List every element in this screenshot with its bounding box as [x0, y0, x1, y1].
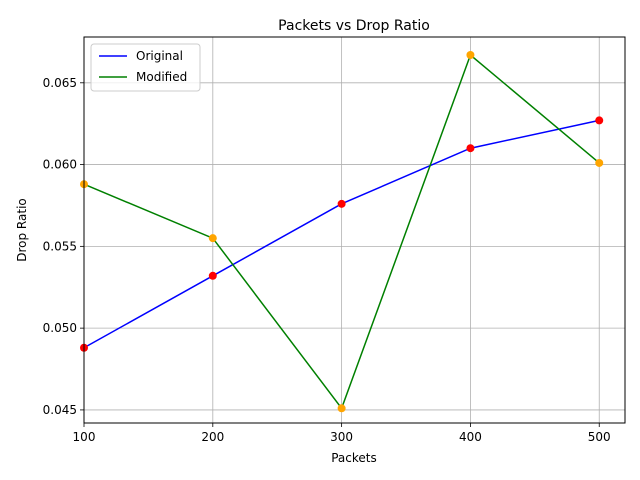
data-point-original [337, 199, 346, 208]
plot-frame [83, 36, 626, 424]
chart-title: Packets vs Drop Ratio [278, 18, 430, 34]
x-axis-ticks: 100 200 300 400 500 [73, 423, 611, 444]
legend: Original Modified [90, 43, 201, 92]
data-point-modified [208, 234, 217, 243]
grid [83, 37, 625, 423]
data-point-modified [466, 50, 475, 59]
y-tick-label: 0.055 [43, 239, 77, 253]
y-axis-ticks: 0.045 0.050 0.055 0.060 0.065 [43, 76, 84, 417]
data-point-modified [337, 404, 346, 413]
x-tick-label: 300 [330, 430, 353, 444]
data-point-modified [595, 158, 604, 167]
x-tick-label: 100 [73, 430, 96, 444]
series-layer [80, 50, 604, 413]
y-tick-label: 0.045 [43, 403, 77, 417]
series-markers-modified [80, 50, 604, 413]
y-tick-label: 0.065 [43, 76, 77, 90]
x-tick-label: 200 [201, 430, 224, 444]
y-tick-label: 0.050 [43, 321, 77, 335]
x-tick-label: 400 [459, 430, 482, 444]
y-axis-label: Drop Ratio [15, 198, 29, 262]
data-point-original [595, 116, 604, 125]
legend-label-original: Original [136, 49, 183, 63]
data-point-original [466, 144, 475, 153]
y-tick-label: 0.060 [43, 158, 77, 172]
x-tick-label: 500 [588, 430, 611, 444]
data-point-original [208, 271, 217, 280]
series-markers-original [80, 116, 604, 352]
x-axis-label: Packets [331, 451, 377, 465]
legend-label-modified: Modified [136, 70, 187, 84]
